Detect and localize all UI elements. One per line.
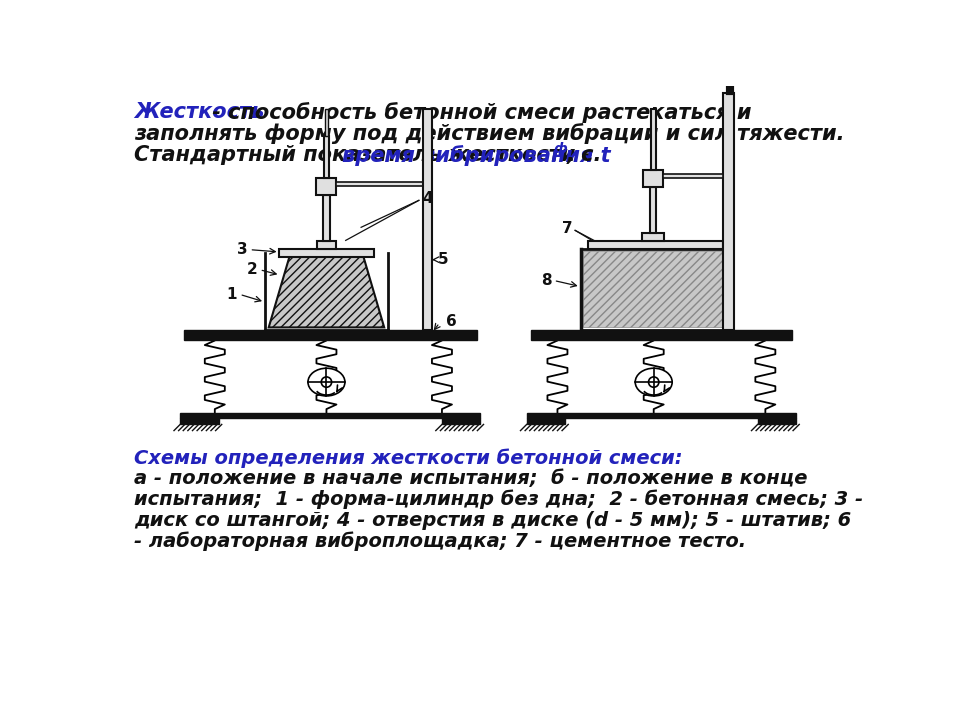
Bar — [642, 233, 663, 241]
Bar — [757, 418, 796, 424]
Bar — [317, 178, 336, 195]
Text: 7: 7 — [563, 221, 573, 236]
Bar — [180, 413, 480, 418]
Text: - способность бетонной смеси растекаться и: - способность бетонной смеси растекаться… — [204, 102, 752, 123]
Text: Схемы определения жесткости бетонной смеси:: Схемы определения жесткости бетонной сме… — [134, 449, 683, 468]
Bar — [184, 330, 476, 341]
Text: - лабораторная виброплощадка; 7 - цементное тесто.: - лабораторная виброплощадка; 7 - цемент… — [134, 531, 746, 551]
Text: Жесткость: Жесткость — [134, 102, 264, 122]
Ellipse shape — [636, 368, 672, 396]
Text: заполнять форму под действием вибрации и сил тяжести.: заполнять форму под действием вибрации и… — [134, 123, 845, 144]
Bar — [527, 418, 565, 424]
Bar — [422, 109, 432, 330]
Bar — [531, 330, 792, 341]
Text: испытания;  1 - форма-цилиндр без дна;  2 - бетонная смесь; 3 -: испытания; 1 - форма-цилиндр без дна; 2 … — [134, 490, 863, 510]
Text: 3: 3 — [236, 242, 247, 257]
Bar — [650, 187, 656, 233]
Bar — [180, 418, 219, 424]
Bar — [583, 251, 729, 328]
Text: время вибрирования t: время вибрирования t — [342, 145, 611, 166]
Bar — [317, 241, 336, 249]
Bar — [527, 413, 796, 418]
Ellipse shape — [308, 368, 345, 396]
Bar — [324, 109, 328, 135]
Text: Стандартный показатель жесткости –: Стандартный показатель жесткости – — [134, 145, 600, 165]
Bar — [324, 135, 328, 178]
Bar — [278, 249, 374, 256]
Text: ф: ф — [554, 142, 567, 156]
Text: 6: 6 — [445, 314, 457, 329]
Bar — [588, 241, 723, 249]
Bar — [442, 418, 480, 424]
Bar — [663, 174, 723, 178]
Text: диск со штангой; 4 - отверстия в диске (d - 5 мм); 5 - штатив; 6: диск со штангой; 4 - отверстия в диске (… — [134, 510, 852, 530]
Bar — [336, 182, 422, 186]
Bar — [643, 171, 663, 187]
Bar — [651, 109, 656, 171]
Text: 2: 2 — [247, 262, 257, 277]
Text: а - положение в начале испытания;  б - положение в конце: а - положение в начале испытания; б - по… — [134, 469, 807, 488]
Text: 1: 1 — [226, 287, 236, 302]
Polygon shape — [269, 256, 384, 328]
Bar — [324, 195, 329, 241]
Text: , с.: , с. — [566, 145, 602, 165]
Text: 5: 5 — [438, 252, 448, 267]
Bar — [723, 94, 733, 330]
Text: 4: 4 — [422, 191, 433, 205]
Text: 8: 8 — [540, 273, 551, 288]
